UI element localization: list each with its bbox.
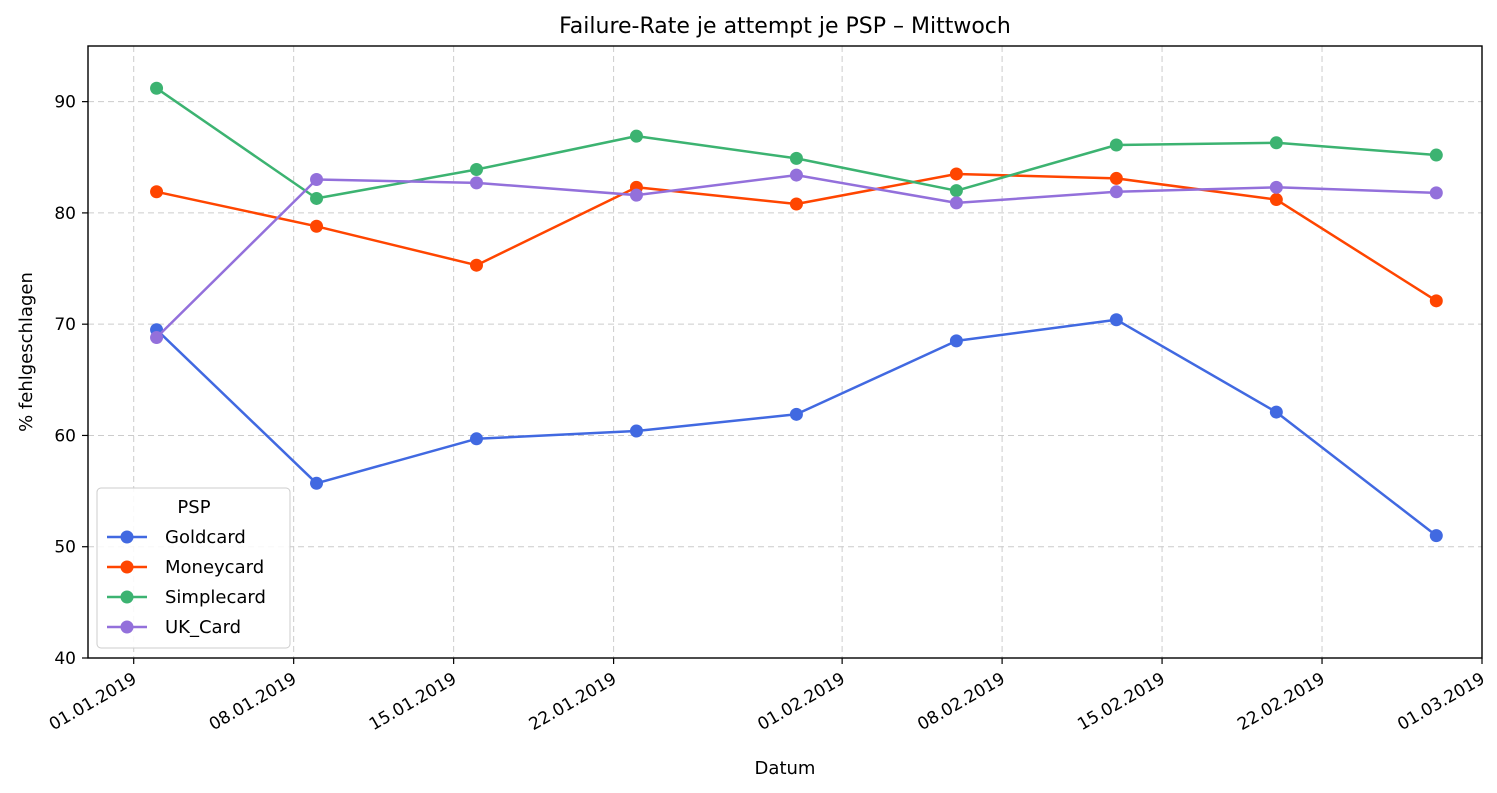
legend-title: PSP — [177, 497, 210, 518]
legend-swatch-marker — [120, 530, 134, 544]
data-point — [469, 258, 483, 272]
legend: PSP Goldcard Moneycard Simplecard UK_Card — [96, 487, 291, 649]
data-point — [1269, 405, 1283, 419]
x-tick-label: 15.01.2019 — [366, 669, 460, 735]
series-goldcard — [150, 313, 1443, 543]
legend-label: Simplecard — [165, 587, 266, 608]
y-tick-label: 50 — [54, 538, 76, 558]
data-point — [1109, 171, 1123, 185]
data-point — [1429, 294, 1443, 308]
legend-item: Moneycard — [107, 557, 264, 578]
legend-box — [96, 487, 291, 649]
grid — [88, 46, 1483, 659]
data-point — [629, 188, 643, 202]
data-point — [1269, 193, 1283, 207]
data-point — [949, 184, 963, 198]
data-point — [310, 173, 324, 187]
data-point — [949, 196, 963, 210]
legend-label: Goldcard — [165, 527, 246, 548]
x-tick-label: 01.01.2019 — [46, 669, 140, 735]
data-point — [789, 197, 803, 211]
data-point — [1269, 180, 1283, 194]
data-point — [629, 129, 643, 143]
data-point — [150, 331, 164, 345]
data-point — [310, 219, 324, 233]
data-point — [789, 407, 803, 421]
y-tick-label: 40 — [54, 649, 76, 669]
data-point — [1109, 185, 1123, 199]
data-point — [629, 424, 643, 438]
legend-label: Moneycard — [165, 557, 264, 578]
data-point — [1109, 138, 1123, 152]
data-point — [1429, 529, 1443, 543]
x-tick-label: 08.02.2019 — [914, 669, 1008, 735]
data-point — [1429, 186, 1443, 200]
data-point — [1269, 136, 1283, 150]
legend-item: UK_Card — [107, 617, 241, 638]
legend-label: UK_Card — [165, 617, 241, 638]
chart-title: Failure-Rate je attempt je PSP – Mittwoc… — [559, 14, 1011, 39]
series-line — [155, 87, 1437, 200]
data-point — [469, 176, 483, 190]
x-tick-label: 22.02.2019 — [1234, 669, 1328, 735]
data-point — [310, 476, 324, 490]
x-tick-label: 01.02.2019 — [754, 669, 848, 735]
series-simplecard — [150, 81, 1443, 205]
x-tick-label: 15.02.2019 — [1074, 669, 1168, 735]
legend-item: Simplecard — [107, 587, 266, 608]
x-tick-label: 08.01.2019 — [206, 669, 300, 735]
legend-item: Goldcard — [107, 527, 246, 548]
data-point — [469, 432, 483, 446]
data-point — [1109, 313, 1123, 327]
data-point — [789, 151, 803, 165]
legend-swatch-marker — [120, 620, 134, 634]
series-uk-card — [150, 168, 1443, 345]
data-point — [789, 168, 803, 182]
y-tick-label: 70 — [54, 315, 76, 335]
y-axis-label: % fehlgeschlagen — [16, 272, 37, 432]
data-point — [150, 185, 164, 199]
series-line — [155, 318, 1438, 537]
plot-frame — [87, 45, 1483, 659]
x-tick-label: 01.03.2019 — [1394, 669, 1488, 735]
legend-swatch-marker — [120, 590, 134, 604]
x-axis-label: Datum — [755, 758, 816, 779]
data-point — [469, 163, 483, 177]
x-tick-label: 22.01.2019 — [526, 669, 620, 735]
data-point — [1429, 148, 1443, 162]
data-point — [150, 81, 164, 95]
y-tick-label: 90 — [54, 93, 76, 113]
y-tick-label: 60 — [54, 426, 76, 446]
y-tick-label: 80 — [54, 204, 76, 224]
data-point — [949, 167, 963, 181]
series-layer — [150, 81, 1443, 543]
data-point — [310, 191, 324, 205]
legend-swatch-marker — [120, 560, 134, 574]
data-point — [949, 334, 963, 348]
